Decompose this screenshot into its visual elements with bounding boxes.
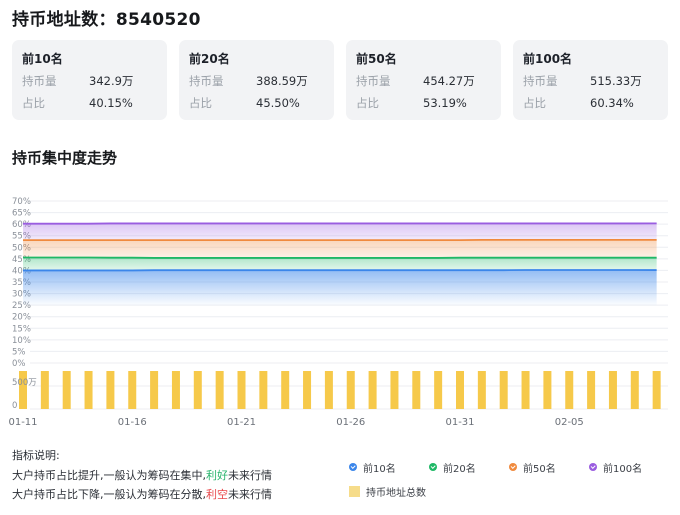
concentration-chart[interactable]: 0% 5% 10% 15% 20% 25% 30% 35% 40% 45% 50% 55% 60% 65%… (0, 185, 680, 435)
amount-value: 454.27万 (423, 74, 475, 88)
note-line-rise: 大户持币占比提升,一般认为筹码在集中,利好未来行情 (12, 466, 272, 486)
legend-item-top10[interactable]: 前10名 (349, 460, 429, 475)
svg-text:5%: 5% (12, 347, 26, 357)
legend-item-top50[interactable]: 前50名 (509, 460, 589, 475)
check-circle-icon (349, 463, 357, 471)
svg-text:0: 0 (12, 401, 17, 411)
svg-text:01-26: 01-26 (336, 417, 365, 428)
ratio-value: 40.15% (89, 96, 133, 110)
check-circle-icon (509, 463, 517, 471)
chart-canvas[interactable]: 0% 5%10% 15%20% 25%30% 35% 40%45% 50%55% 60%65%… (0, 185, 680, 435)
amount-label: 持币量 (356, 74, 391, 88)
svg-text:55%: 55% (12, 232, 31, 242)
svg-text:65%: 65% (12, 209, 31, 219)
note-heading: 指标说明: (12, 449, 60, 462)
legend-label: 前10名 (363, 463, 396, 475)
svg-text:01-31: 01-31 (445, 417, 474, 428)
legend-label: 前100名 (603, 463, 643, 475)
legend-item-top100[interactable]: 前100名 (589, 460, 669, 475)
svg-text:02-05: 02-05 (555, 417, 584, 428)
card-title: 前10名 (22, 52, 63, 66)
legend-item-top20[interactable]: 前20名 (429, 460, 509, 475)
svg-text:20%: 20% (12, 313, 31, 323)
amount-value: 342.9万 (89, 74, 134, 88)
amount-label: 持币量 (22, 74, 57, 88)
note-line-fall: 大户持币占比下降,一般认为筹码在分散,利空未来行情 (12, 485, 272, 505)
bearish-text: 利空 (206, 488, 228, 501)
card-top50: 前50名 持币量 454.27万 占比 53.19% (346, 40, 501, 120)
svg-text:50%: 50% (12, 243, 31, 253)
bullish-text: 利好 (206, 468, 228, 482)
card-title: 前50名 (356, 52, 397, 66)
svg-text:70%: 70% (12, 197, 31, 207)
square-swatch-icon (349, 485, 360, 497)
svg-text:60%: 60% (12, 220, 31, 230)
svg-text:01-21: 01-21 (227, 417, 256, 428)
amount-label: 持币量 (523, 74, 558, 88)
svg-text:10%: 10% (12, 336, 31, 346)
ratio-value: 60.34% (590, 96, 634, 110)
svg-text:45%: 45% (12, 255, 31, 265)
indicator-note: 指标说明: 大户持币占比提升,一般认为筹码在集中,利好未来行情 大户持币占比下降… (12, 446, 272, 505)
holding-cards: 前10名 持币量 342.9万 占比 40.15% 前20名 持币量 388.59万 … (12, 40, 668, 120)
legend-label: 前50名 (523, 463, 556, 475)
legend-label: 前20名 (443, 463, 476, 475)
note-text: 大户持币占比下降,一般认为筹码在分散, (12, 488, 206, 501)
ratio-value: 45.50% (256, 96, 300, 110)
check-circle-icon (429, 463, 437, 471)
card-title: 前100名 (523, 52, 573, 66)
amount-value: 388.59万 (256, 74, 308, 88)
svg-text:30%: 30% (12, 290, 31, 300)
note-text: 未来行情 (228, 468, 272, 482)
card-top20: 前20名 持币量 388.59万 占比 45.50% (179, 40, 334, 120)
amount-label: 持币量 (189, 74, 224, 88)
chart-legend: 前10名 前20名 前50名 前100名 持币地址总数 (349, 455, 679, 503)
card-title: 前20名 (189, 52, 230, 66)
check-circle-icon (589, 463, 597, 471)
svg-text:0%: 0% (12, 359, 26, 369)
address-count-value: 8540520 (115, 10, 201, 30)
note-text: 大户持币占比提升,一般认为筹码在集中, (12, 468, 206, 482)
svg-text:01-11: 01-11 (8, 417, 37, 428)
svg-text:35%: 35% (12, 278, 31, 288)
amount-value: 515.33万 (590, 74, 642, 88)
trend-section-title: 持币集中度走势 (12, 149, 118, 167)
card-top100: 前100名 持币量 515.33万 占比 60.34% (513, 40, 668, 120)
ratio-label: 占比 (523, 96, 546, 110)
ratio-label: 占比 (356, 96, 379, 110)
address-count-label: 持币地址数： (12, 10, 116, 30)
ratio-label: 占比 (22, 96, 45, 110)
svg-text:15%: 15% (12, 324, 31, 334)
note-text: 未来行情 (228, 488, 272, 501)
address-count-title: 持币地址数：8540520 (12, 5, 201, 30)
legend-label: 持币地址总数 (366, 487, 426, 499)
svg-text:500万: 500万 (12, 378, 37, 388)
svg-text:25%: 25% (12, 301, 31, 311)
card-top10: 前10名 持币量 342.9万 占比 40.15% (12, 40, 167, 120)
legend-item-address-total[interactable]: 持币地址总数 (349, 484, 449, 499)
svg-text:01-16: 01-16 (118, 417, 147, 428)
ratio-label: 占比 (189, 96, 212, 110)
ratio-value: 53.19% (423, 96, 467, 110)
svg-text:40%: 40% (12, 266, 31, 276)
